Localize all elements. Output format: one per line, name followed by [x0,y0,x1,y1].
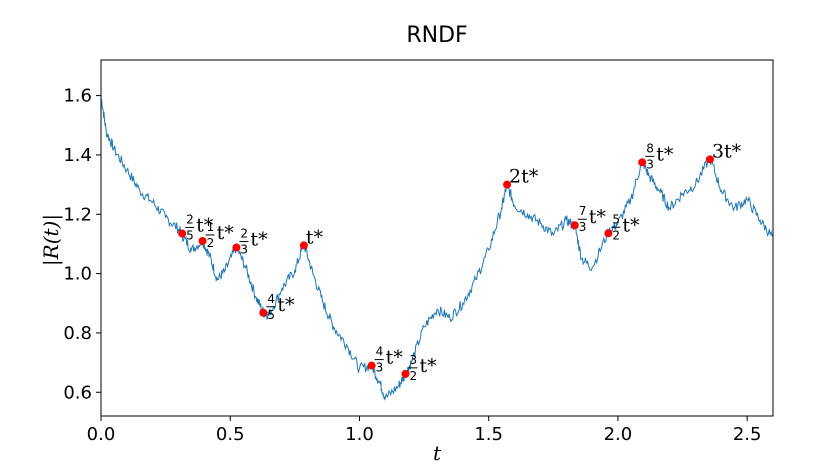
svg-text:5: 5 [612,212,620,226]
x-tick-label: 0.5 [216,424,245,445]
y-tick-label: 1.0 [63,264,92,285]
chart-title: RNDF [406,23,467,48]
marker-annotation: 4 3 t* [374,345,404,375]
svg-text:t*: t* [589,206,607,228]
svg-text:t*: t* [250,228,268,250]
svg-text:2: 2 [207,236,215,250]
marker-annotation: 8 3 t* [645,141,674,171]
marker-point [232,243,241,252]
svg-text:3: 3 [240,242,248,256]
x-tick-label: 1.5 [474,424,503,445]
svg-text:t*: t* [656,143,674,165]
svg-text:t*: t* [622,214,640,236]
svg-text:3: 3 [579,220,587,234]
marker-point [299,241,308,250]
marker-annotation: 2 5 t* [185,213,214,243]
series-line [101,95,773,401]
x-tick-label: 0.0 [87,424,116,445]
svg-text:t*: t* [419,355,437,377]
svg-text:t*: t* [277,294,295,316]
svg-text:1: 1 [207,220,215,234]
marker-point [604,229,613,238]
svg-text:t*: t* [306,226,324,248]
marker-point [638,158,647,167]
x-tick-label: 2.5 [733,424,762,445]
y-tick-label: 1.6 [63,86,92,107]
svg-text:2t*: 2t* [509,166,539,188]
y-axis-label: |R(t)| [39,214,64,266]
marker-point [367,361,376,370]
svg-text:2: 2 [409,369,417,383]
svg-text:3: 3 [376,361,384,375]
marker-annotation: 7 3 t* [577,204,607,234]
svg-text:2: 2 [240,226,248,240]
svg-text:2: 2 [186,213,194,227]
svg-text:2: 2 [612,228,620,242]
svg-text:t*: t* [386,347,404,369]
marker-annotation: 3 2 t* [408,353,437,383]
svg-text:t*: t* [196,215,214,237]
svg-text:7: 7 [579,204,587,218]
y-tick-label: 0.6 [63,382,92,403]
x-axis-label: t [433,441,442,465]
svg-text:t*: t* [217,222,235,244]
svg-text:4: 4 [267,292,275,306]
marker-point [503,180,512,189]
marker-point [178,229,187,238]
marker-annotation: 2t* [509,166,539,188]
marker-annotation: t* [306,226,324,248]
svg-text:4: 4 [376,345,384,359]
marker-annotation: 1 2 t* [205,220,235,250]
x-tick-label: 1.0 [345,424,374,445]
marker-point [259,308,268,317]
svg-text:3: 3 [646,157,654,171]
marker-annotation: 2 3 t* [239,226,268,256]
y-tick-label: 1.4 [63,145,92,166]
marker-point [570,221,579,230]
plot-area: 0.0 0.5 1.0 1.5 2.0 2.50.60.81.01.21.41.625 t*… [63,59,774,445]
x-tick-label: 2.0 [604,424,633,445]
marker-annotation: 5 2 t* [611,212,640,242]
marker-annotation: 4 5 t* [266,292,295,322]
svg-text:3t*: 3t* [712,140,742,162]
svg-text:5: 5 [267,308,275,322]
svg-text:8: 8 [646,141,654,155]
svg-text:5: 5 [186,229,194,243]
y-tick-label: 0.8 [63,323,92,344]
y-tick-label: 1.2 [63,204,92,225]
marker-point [198,236,207,245]
marker-annotation: 3t* [712,140,742,162]
marker-point [401,369,410,378]
marker-point [705,155,714,164]
svg-text:|R(t)|: |R(t)| [39,214,64,266]
svg-text:3: 3 [409,353,417,367]
